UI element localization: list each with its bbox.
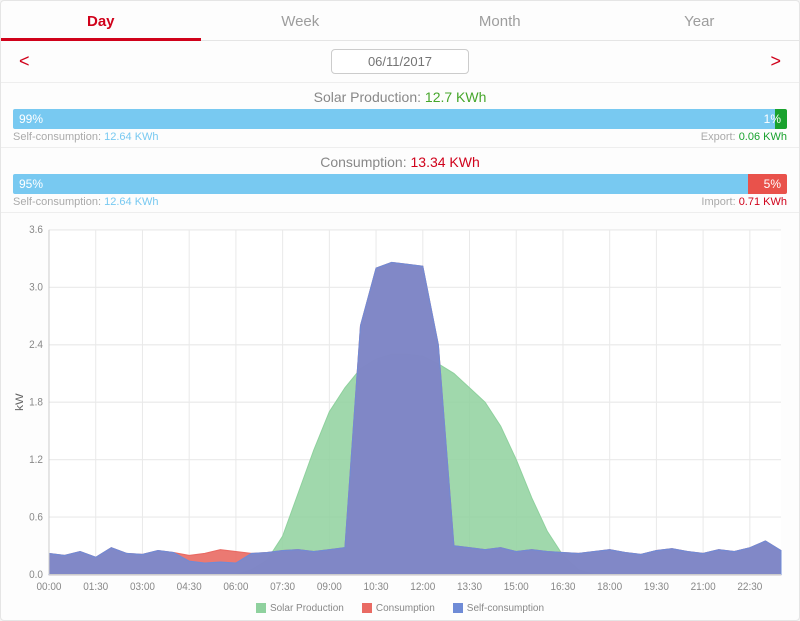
svg-text:2.4: 2.4 [29, 339, 43, 352]
legend-consumption-label: Consumption [376, 603, 435, 614]
svg-text:07:30: 07:30 [270, 581, 295, 594]
svg-text:15:00: 15:00 [504, 581, 529, 594]
consumption-selfcons-label: Self-consumption: [13, 196, 101, 208]
prev-day-button[interactable]: < [13, 51, 36, 72]
legend-selfcons-label: Self-consumption [467, 603, 544, 614]
energy-chart: 0.0 0.6 1.2 1.8 2.4 3.0 3.6 00:00 01:30 03:00 04:3… [1, 213, 799, 620]
solar-bar-self: 99% [13, 109, 779, 129]
svg-text:03:00: 03:00 [130, 581, 155, 594]
consumption-split-bar: 95% 5% [13, 174, 787, 194]
legend-consumption: Consumption [362, 603, 435, 614]
consumption-selfcons: Self-consumption: 12.64 KWh [13, 196, 159, 208]
consumption-section: Consumption: 13.34 KWh 95% 5% Self-consu… [1, 148, 799, 213]
solar-selfcons-label: Self-consumption: [13, 131, 101, 143]
tab-day[interactable]: Day [1, 1, 201, 40]
solar-export-label: Export: [701, 131, 736, 143]
svg-text:3.6: 3.6 [29, 224, 43, 237]
svg-text:16:30: 16:30 [550, 581, 575, 594]
solar-export-value: 0.06 KWh [739, 131, 787, 143]
consumption-bar-self: 95% [13, 174, 748, 194]
svg-text:3.0: 3.0 [29, 281, 43, 294]
consumption-title: Consumption: 13.34 KWh [13, 154, 787, 174]
solar-bar-export: 1% [775, 109, 787, 129]
svg-text:01:30: 01:30 [83, 581, 108, 594]
legend-selfcons-swatch [453, 603, 463, 613]
solar-title-value: 12.7 KWh [425, 89, 486, 105]
svg-text:12:00: 12:00 [410, 581, 435, 594]
legend-solar-label: Solar Production [270, 603, 344, 614]
consumption-sub-row: Self-consumption: 12.64 KWh Import: 0.71… [13, 194, 787, 208]
next-day-button[interactable]: > [764, 51, 787, 72]
solar-selfcons: Self-consumption: 12.64 KWh [13, 131, 159, 143]
svg-text:13:30: 13:30 [457, 581, 482, 594]
svg-text:10:30: 10:30 [364, 581, 389, 594]
svg-text:18:00: 18:00 [597, 581, 622, 594]
solar-bar-self-pct: 99% [19, 112, 43, 126]
energy-monitor-app: Day Week Month Year < 06/11/2017 > Solar… [0, 0, 800, 621]
svg-text:06:00: 06:00 [223, 581, 248, 594]
consumption-import-value: 0.71 KWh [739, 196, 787, 208]
date-picker[interactable]: 06/11/2017 [331, 49, 469, 74]
svg-text:21:00: 21:00 [691, 581, 716, 594]
solar-sub-row: Self-consumption: 12.64 KWh Export: 0.06… [13, 129, 787, 143]
svg-text:kW: kW [14, 393, 26, 411]
consumption-import: Import: 0.71 KWh [701, 196, 787, 208]
solar-export: Export: 0.06 KWh [701, 131, 787, 143]
solar-title-label: Solar Production: [314, 89, 421, 105]
consumption-bar-import-pct: 5% [764, 177, 781, 191]
consumption-bar-self-pct: 95% [19, 177, 43, 191]
svg-text:1.8: 1.8 [29, 396, 43, 409]
solar-split-bar: 99% 1% [13, 109, 787, 129]
legend-solar: Solar Production [256, 603, 344, 614]
solar-selfcons-value: 12.64 KWh [104, 131, 158, 143]
tab-month[interactable]: Month [400, 1, 600, 40]
svg-text:04:30: 04:30 [177, 581, 202, 594]
legend-consumption-swatch [362, 603, 372, 613]
consumption-title-value: 13.34 KWh [411, 154, 480, 170]
svg-text:09:00: 09:00 [317, 581, 342, 594]
tab-year[interactable]: Year [600, 1, 800, 40]
svg-text:19:30: 19:30 [644, 581, 669, 594]
tab-week[interactable]: Week [201, 1, 401, 40]
solar-bar-export-pct: 1% [764, 112, 781, 126]
chart-legend: Solar Production Consumption Self-consum… [11, 599, 789, 616]
consumption-title-label: Consumption: [320, 154, 406, 170]
energy-chart-svg: 0.0 0.6 1.2 1.8 2.4 3.0 3.6 00:00 01:30 03:00 04:3… [11, 221, 789, 599]
solar-title: Solar Production: 12.7 KWh [13, 89, 787, 109]
period-tabs: Day Week Month Year [1, 1, 799, 41]
consumption-import-label: Import: [701, 196, 735, 208]
svg-text:00:00: 00:00 [36, 581, 61, 594]
svg-text:22:30: 22:30 [737, 581, 762, 594]
consumption-bar-import: 5% [748, 174, 787, 194]
date-nav: < 06/11/2017 > [1, 41, 799, 83]
svg-text:1.2: 1.2 [29, 454, 43, 467]
svg-text:0.6: 0.6 [29, 511, 43, 524]
solar-production-section: Solar Production: 12.7 KWh 99% 1% Self-c… [1, 83, 799, 148]
consumption-selfcons-value: 12.64 KWh [104, 196, 158, 208]
legend-solar-swatch [256, 603, 266, 613]
legend-selfcons: Self-consumption [453, 603, 544, 614]
svg-text:0.0: 0.0 [29, 568, 43, 581]
